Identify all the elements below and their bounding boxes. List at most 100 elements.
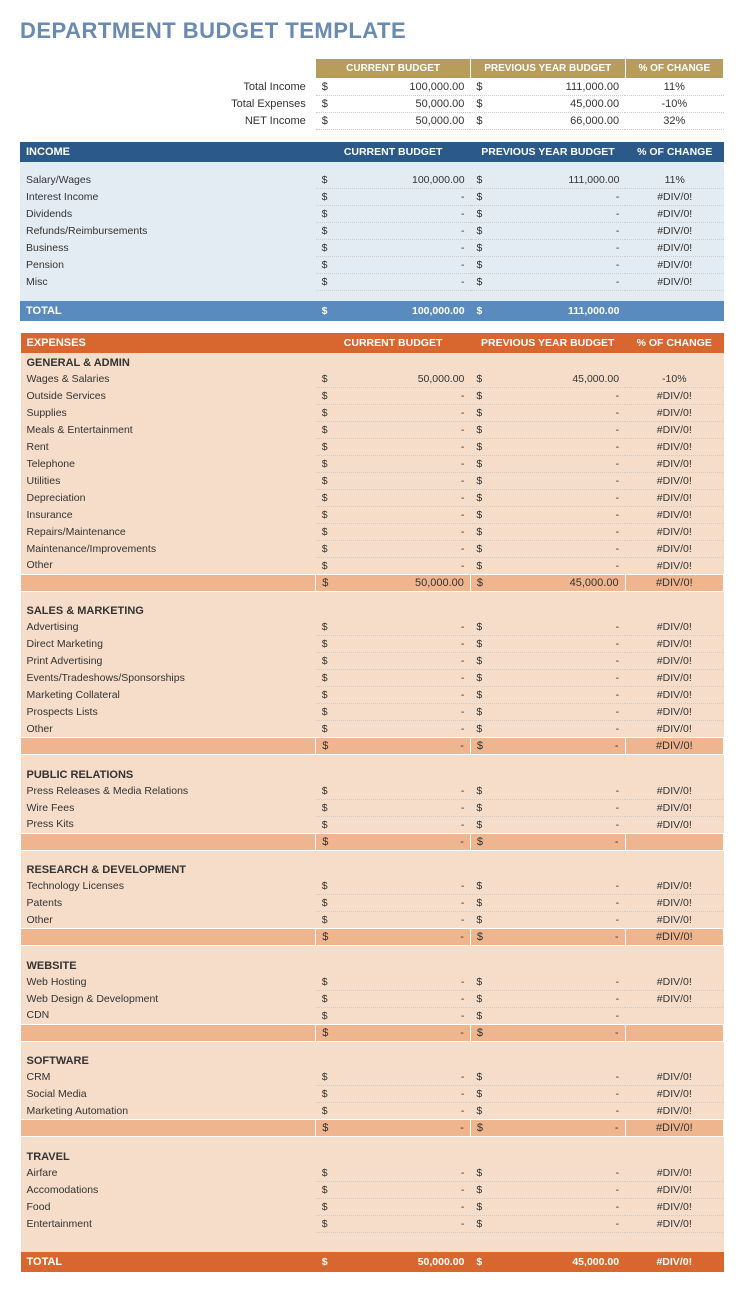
cell-current: $-: [316, 523, 471, 540]
row-label: Maintenance/Improvements: [21, 540, 316, 557]
cell-change: #DIV/0!: [625, 1252, 723, 1272]
summary-row: Total Income$100,000.00$111,000.0011%: [21, 79, 724, 96]
row-label: Accomodations: [21, 1181, 316, 1198]
cell-previous: $111,000.00: [471, 301, 626, 321]
expense-subtotal: $-$-: [21, 1024, 724, 1041]
cell-previous: $-: [471, 274, 626, 291]
expense-row: Press Kits$-$-#DIV/0!: [21, 816, 724, 833]
cell-previous: $-: [470, 816, 625, 833]
row-label: Press Kits: [21, 816, 316, 833]
cell-change: #DIV/0!: [625, 799, 723, 816]
cell-change: #DIV/0!: [625, 1215, 723, 1232]
cell-current: $-: [316, 687, 471, 704]
row-label: Patents: [21, 895, 316, 912]
income-row: Salary/Wages$100,000.00$111,000.0011%: [20, 172, 724, 189]
cell-change: 32%: [625, 113, 723, 130]
cell-change: #DIV/0!: [625, 687, 723, 704]
cell-current: $-: [316, 974, 471, 991]
row-label: Interest Income: [20, 189, 316, 206]
expense-category: GENERAL & ADMIN: [21, 353, 724, 371]
cell-previous: $-: [471, 257, 626, 274]
cell-change: #DIV/0!: [625, 489, 723, 506]
expense-category: TRAVEL: [21, 1147, 724, 1165]
cell-change: #DIV/0!: [625, 223, 724, 240]
cell-change: #DIV/0!: [625, 206, 724, 223]
cell-previous: $-: [470, 1103, 625, 1120]
cell-previous: $-: [470, 636, 625, 653]
summary-label: Total Income: [21, 79, 316, 96]
expense-row: Meals & Entertainment$-$-#DIV/0!: [21, 421, 724, 438]
cell-current: $-: [316, 472, 471, 489]
cell-change: [625, 1024, 723, 1041]
col-current: CURRENT BUDGET: [316, 142, 471, 162]
cell-current: $-: [316, 274, 471, 291]
income-row: Business$-$-#DIV/0!: [20, 240, 724, 257]
cell-current: $-: [316, 1086, 471, 1103]
cell-current: $-: [316, 990, 471, 1007]
col-current: CURRENT BUDGET: [316, 59, 471, 79]
col-previous: PREVIOUS YEAR BUDGET: [470, 59, 625, 79]
income-table: INCOME CURRENT BUDGET PREVIOUS YEAR BUDG…: [20, 142, 724, 321]
cell-previous: $-: [470, 472, 625, 489]
cell-previous: $-: [470, 653, 625, 670]
row-label: Other: [21, 721, 316, 738]
cell-change: #DIV/0!: [625, 738, 723, 755]
cell-previous: $-: [470, 1198, 625, 1215]
cell-previous: $45,000.00: [470, 1252, 625, 1272]
expense-category: SALES & MARKETING: [21, 601, 724, 619]
col-change: % OF CHANGE: [625, 333, 723, 353]
col-previous: PREVIOUS YEAR BUDGET: [470, 333, 625, 353]
expense-row: Social Media$-$-#DIV/0!: [21, 1086, 724, 1103]
cell-change: #DIV/0!: [625, 1181, 723, 1198]
row-label: Social Media: [21, 1086, 316, 1103]
cell-previous: $45,000.00: [470, 96, 625, 113]
cell-previous: $-: [470, 704, 625, 721]
cell-change: -10%: [625, 96, 723, 113]
row-label: Print Advertising: [21, 653, 316, 670]
cell-current: $-: [316, 619, 471, 636]
cell-current: $-: [316, 240, 471, 257]
cell-current: $-: [316, 557, 471, 574]
row-label: Marketing Collateral: [21, 687, 316, 704]
row-label: Depreciation: [21, 489, 316, 506]
cell-previous: $-: [470, 421, 625, 438]
expense-row: Prospects Lists$-$-#DIV/0!: [21, 704, 724, 721]
expense-subtotal: $50,000.00$45,000.00#DIV/0!: [21, 574, 724, 591]
cell-previous: $-: [470, 721, 625, 738]
cell-previous: $-: [470, 1086, 625, 1103]
summary-row: NET Income$50,000.00$66,000.0032%: [21, 113, 724, 130]
cell-change: #DIV/0!: [625, 636, 723, 653]
cell-current: $50,000.00: [316, 371, 471, 388]
cell-current: $-: [316, 1103, 471, 1120]
cell-current: $-: [316, 540, 471, 557]
cell-current: $50,000.00: [316, 96, 471, 113]
income-row: Interest Income$-$-#DIV/0!: [20, 189, 724, 206]
row-label: Wire Fees: [21, 799, 316, 816]
cell-previous: $-: [470, 833, 625, 850]
cell-current: $-: [316, 1069, 471, 1086]
cell-change: [625, 301, 724, 321]
cell-previous: $-: [470, 387, 625, 404]
expense-row: Wages & Salaries$50,000.00$45,000.00-10%: [21, 371, 724, 388]
cell-current: $-: [316, 223, 471, 240]
row-label: Wages & Salaries: [21, 371, 316, 388]
expense-category: RESEARCH & DEVELOPMENT: [21, 860, 724, 878]
expense-row: Repairs/Maintenance$-$-#DIV/0!: [21, 523, 724, 540]
cell-change: #DIV/0!: [625, 557, 723, 574]
cell-current: $-: [316, 783, 471, 800]
cell-change: #DIV/0!: [625, 257, 724, 274]
cell-change: #DIV/0!: [625, 472, 723, 489]
col-change: % OF CHANGE: [625, 59, 723, 79]
col-change: % OF CHANGE: [625, 142, 724, 162]
cell-change: #DIV/0!: [625, 387, 723, 404]
expense-row: Print Advertising$-$-#DIV/0!: [21, 653, 724, 670]
cell-current: $-: [316, 1120, 471, 1137]
expense-row: Web Design & Development$-$-#DIV/0!: [21, 990, 724, 1007]
expense-row: Airfare$-$-#DIV/0!: [21, 1165, 724, 1182]
col-previous: PREVIOUS YEAR BUDGET: [471, 142, 626, 162]
expense-row: Web Hosting$-$-#DIV/0!: [21, 974, 724, 991]
expense-category: SOFTWARE: [21, 1051, 724, 1069]
cell-change: #DIV/0!: [625, 1103, 723, 1120]
cell-change: #DIV/0!: [625, 1069, 723, 1086]
expense-row: Other$-$-#DIV/0!: [21, 557, 724, 574]
